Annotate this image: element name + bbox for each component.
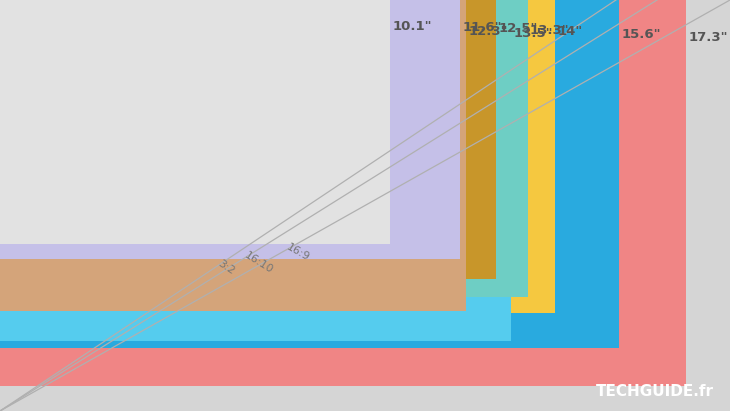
Text: 12.3": 12.3" [468, 25, 507, 38]
Bar [0, 0, 390, 244]
Text: 14": 14" [558, 25, 583, 38]
Text: 13.3": 13.3" [530, 24, 569, 37]
Text: TECHGUIDE.fr: TECHGUIDE.fr [596, 384, 714, 399]
Bar [0, 0, 496, 279]
Bar [0, 0, 619, 349]
Text: 15.6": 15.6" [621, 28, 661, 41]
Bar [0, 0, 466, 311]
Bar [0, 0, 511, 341]
Text: 11.6": 11.6" [463, 21, 502, 34]
Text: 16:10: 16:10 [243, 250, 275, 276]
Bar [0, 0, 556, 313]
Text: 16:9: 16:9 [285, 242, 311, 263]
Text: 3:2: 3:2 [215, 259, 236, 277]
Text: 12.5": 12.5" [498, 22, 537, 35]
Text: 13.5": 13.5" [514, 27, 553, 40]
Text: 17.3": 17.3" [688, 31, 728, 44]
Bar [0, 0, 528, 297]
Text: 10.1": 10.1" [392, 19, 431, 32]
Bar [0, 0, 460, 259]
